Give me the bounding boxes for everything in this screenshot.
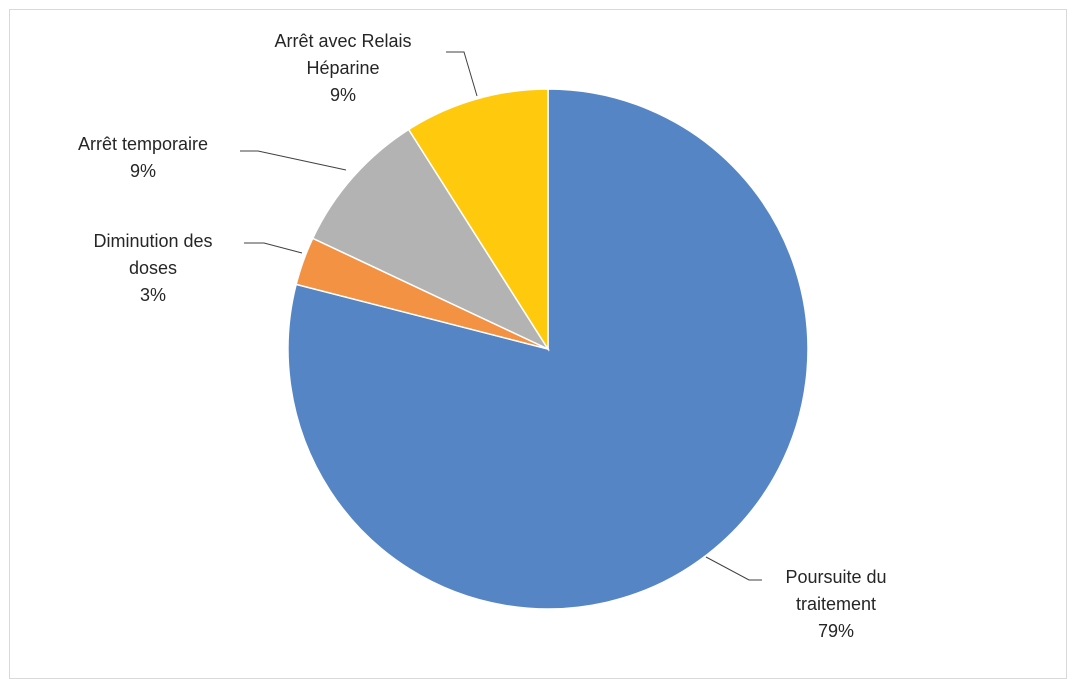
- data-label-text: Arrêt temporaire: [78, 134, 208, 154]
- pie-slice-4: [407, 88, 549, 352]
- leader-line-3: [240, 150, 347, 171]
- data-label-1: Poursuite du traitement 79%: [785, 567, 886, 641]
- data-label-percent: 9%: [330, 85, 356, 105]
- pie-slice-3: [311, 128, 551, 351]
- data-label-percent: 79%: [818, 621, 854, 641]
- data-label-percent: 9%: [130, 161, 156, 181]
- data-label-percent: 3%: [140, 285, 166, 305]
- data-label-text: Héparine: [306, 58, 379, 78]
- leader-lines: [240, 51, 762, 581]
- data-label-text: Poursuite du: [785, 567, 886, 587]
- data-label-text: Diminution des: [93, 231, 212, 251]
- leader-line-4: [446, 51, 478, 97]
- data-labels: Poursuite du traitement 79% Diminution des d…: [78, 31, 887, 641]
- leader-line-2: [244, 242, 303, 254]
- data-label-text: Arrêt avec Relais: [274, 31, 411, 51]
- leader-line-1: [705, 556, 762, 581]
- data-label-2: Diminution des doses 3%: [93, 231, 212, 305]
- pie-slices: [287, 88, 809, 610]
- data-label-4: Arrêt avec Relais Héparine 9%: [274, 31, 411, 105]
- data-label-3: Arrêt temporaire 9%: [78, 134, 208, 181]
- data-label-text: traitement: [796, 594, 876, 614]
- pie-slice-1: [287, 88, 809, 610]
- data-label-text: doses: [129, 258, 177, 278]
